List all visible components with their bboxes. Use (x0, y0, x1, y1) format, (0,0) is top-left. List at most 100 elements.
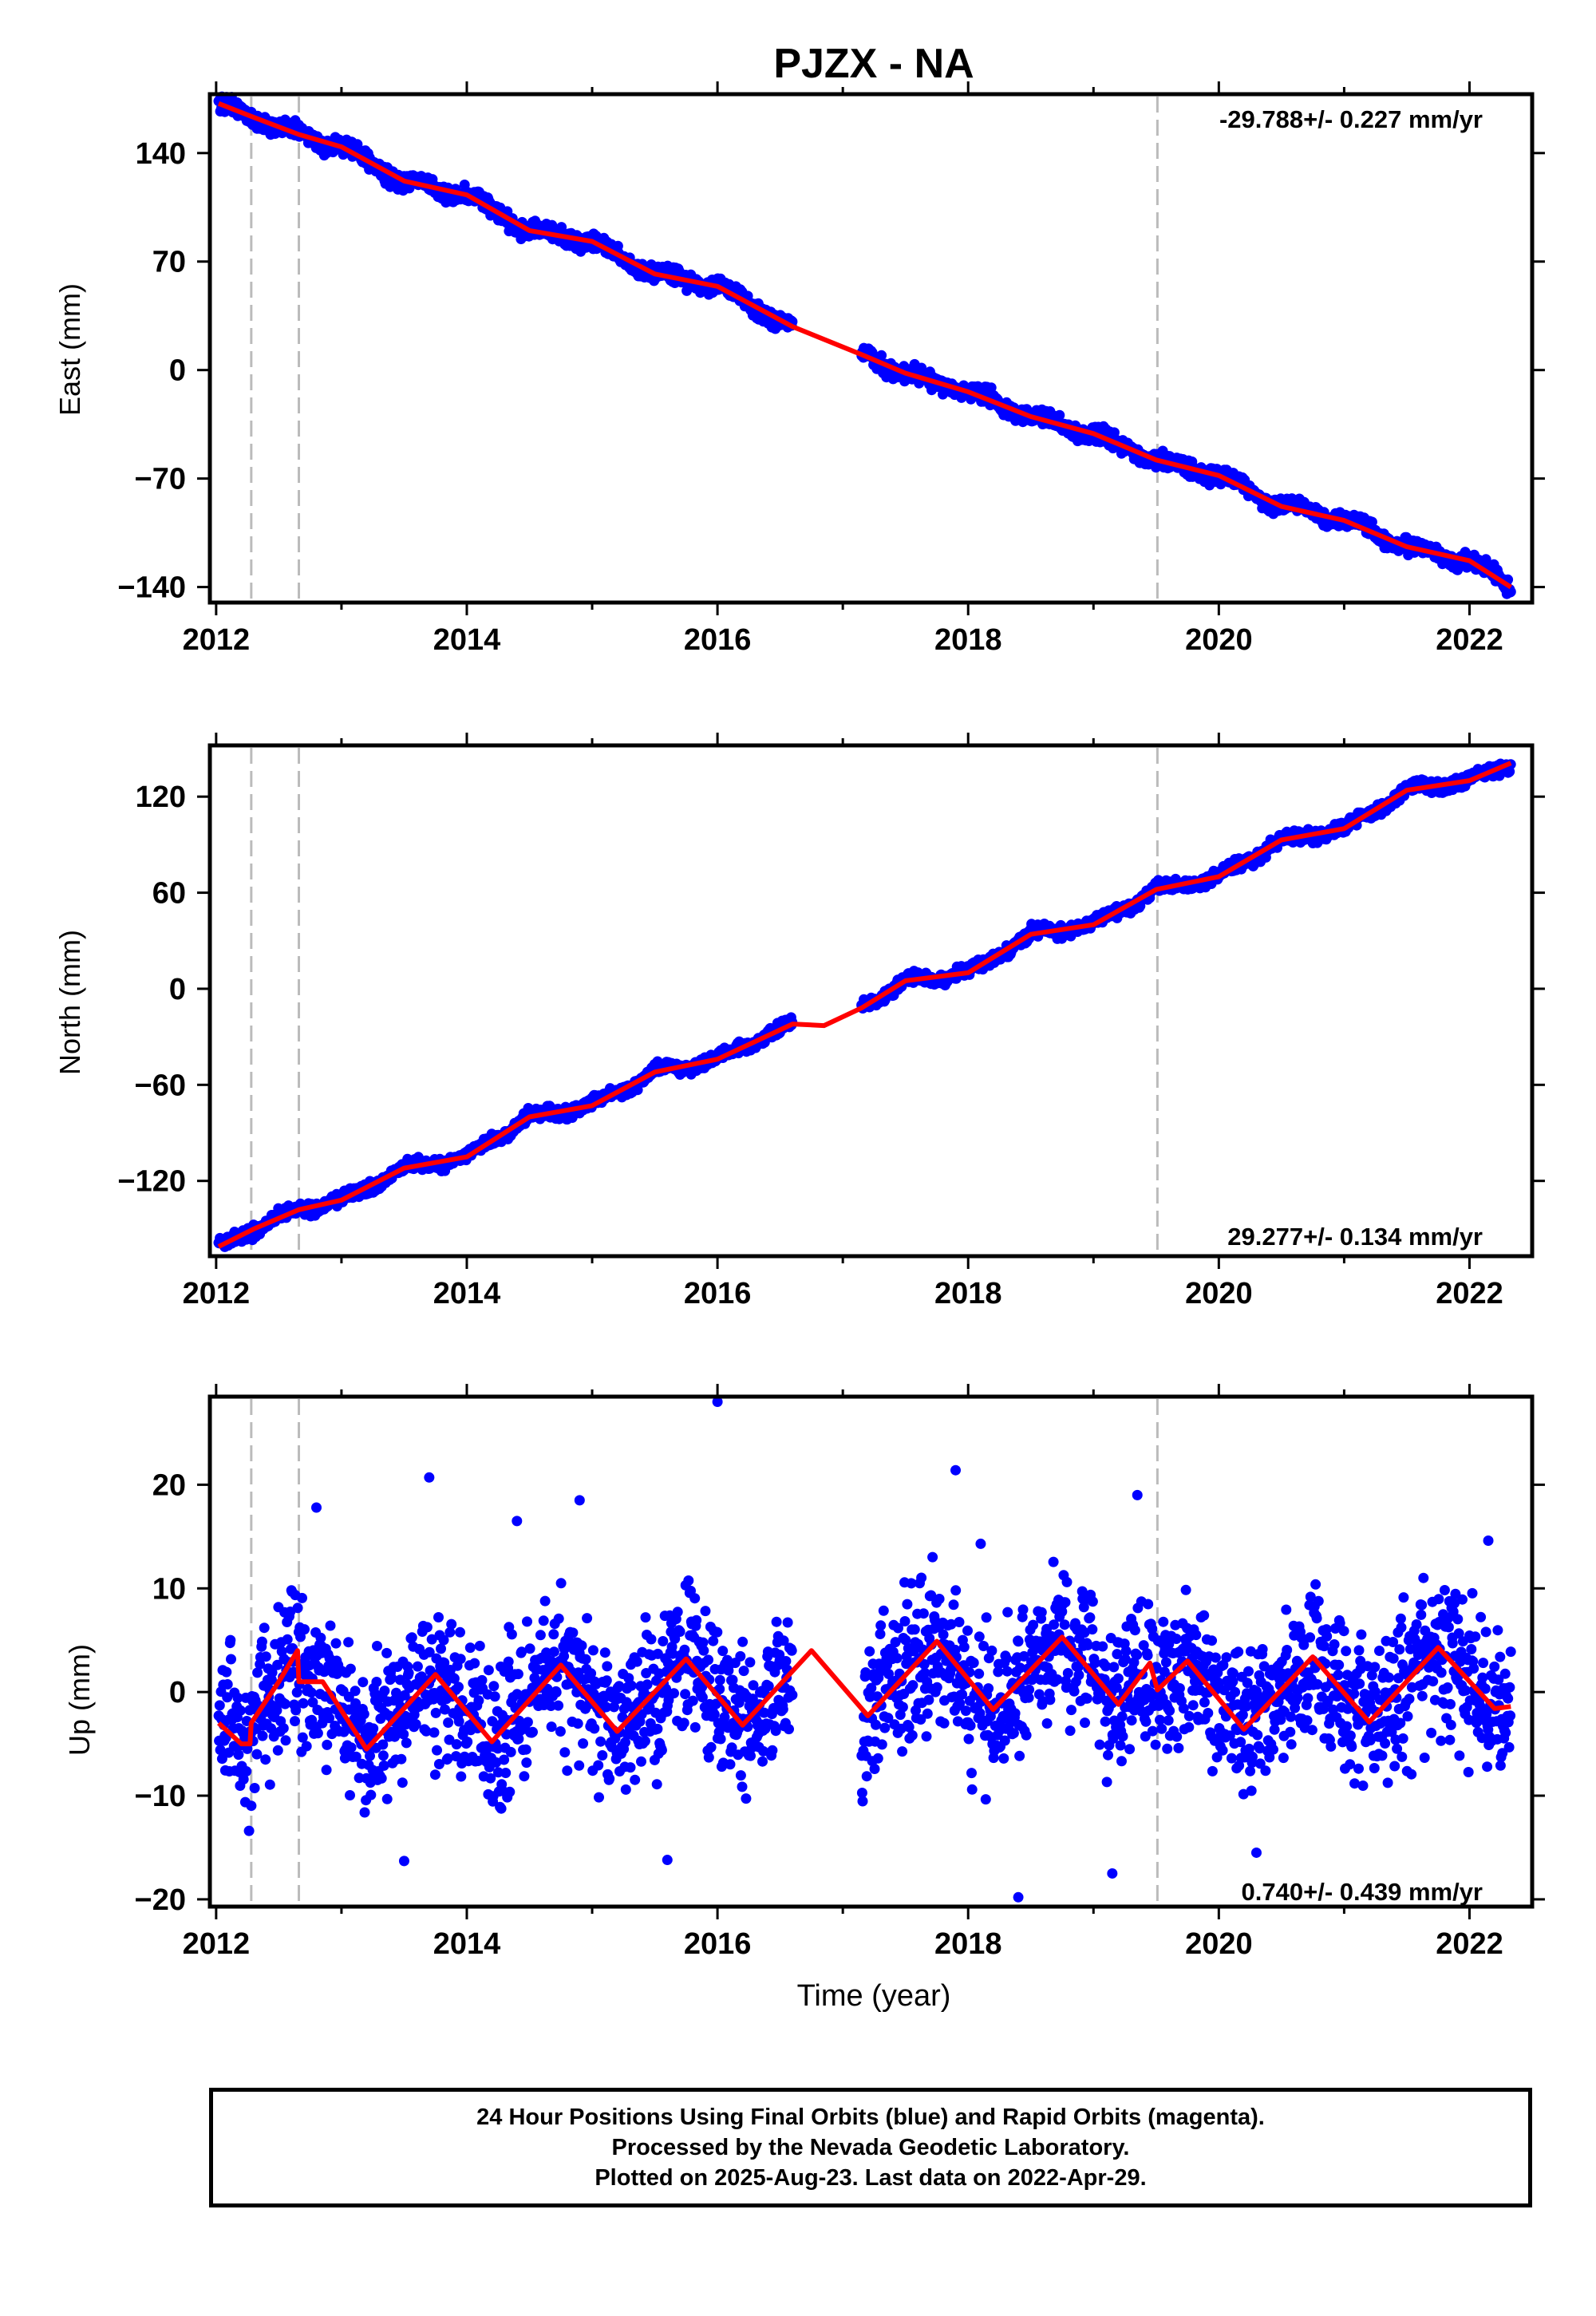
up-point-152 (299, 1624, 310, 1635)
east-frame (207, 92, 1535, 605)
up-point-235 (346, 1742, 357, 1753)
north-rate-label: 29.277+/- 0.134 mm/yr (1227, 1223, 1483, 1251)
up-point-382 (429, 1727, 440, 1738)
up-point-2 (214, 1700, 225, 1711)
up-point-242 (350, 1686, 361, 1697)
up-point-488 (488, 1681, 500, 1692)
up-point-91 (264, 1779, 275, 1790)
east-point-2169 (1505, 587, 1516, 597)
east-model-curve (217, 101, 1512, 590)
up-point-307 (386, 1673, 397, 1684)
up-point-68 (251, 1749, 263, 1760)
up-point-176 (312, 1728, 323, 1739)
up-point-479 (483, 1665, 494, 1676)
up-point-545 (520, 1744, 531, 1755)
east-y-tick-label-4: −140 (117, 571, 186, 605)
east-y-tick-label-1: 70 (152, 246, 186, 279)
up-point-384 (429, 1769, 440, 1780)
up-point-84 (260, 1651, 271, 1662)
up-rate-label: 0.740+/- 0.439 mm/yr (1242, 1878, 1483, 1906)
up-point-289 (376, 1773, 387, 1784)
east-y-tick-label-2: 0 (169, 354, 186, 388)
up-point-140 (292, 1603, 303, 1614)
up-point-299 (381, 1793, 393, 1804)
up-point-385 (430, 1707, 441, 1718)
up-point-413 (446, 1618, 457, 1630)
up-point-270 (365, 1789, 377, 1800)
up-point-164 (306, 1687, 317, 1698)
up-point-429 (455, 1654, 466, 1665)
up-point-14 (221, 1666, 232, 1678)
up-point-343 (406, 1632, 417, 1643)
east-y-tick-label-3: −70 (135, 463, 186, 496)
east-point-1923 (1366, 516, 1377, 528)
east-x-tick-label-2: 2016 (684, 623, 752, 657)
up-point-387 (432, 1745, 442, 1756)
up-point-78 (257, 1730, 268, 1741)
north-x-tick-label-5: 2022 (1436, 1277, 1503, 1310)
north-model-curve (217, 761, 1512, 1249)
up-point-501 (496, 1803, 507, 1814)
north-panel: North (mm) 29.277+/- 0.134 mm/yr 2012 201… (53, 733, 1545, 1310)
up-point-208 (330, 1638, 342, 1649)
east-observations (213, 91, 1516, 599)
up-point-546 (521, 1757, 532, 1769)
up-point-490 (489, 1691, 500, 1702)
east-panel: East (mm) -29.788+/- 0.227 mm/yr 2012 201… (53, 81, 1545, 657)
north-y-tick-label-1: 60 (152, 877, 186, 911)
north-x-tick-label-1: 2014 (433, 1277, 501, 1310)
up-point-542 (519, 1771, 530, 1782)
up-point-81 (259, 1622, 270, 1634)
east-x-tick-label-1: 2014 (433, 623, 501, 657)
east-x-tick-label-0: 2012 (183, 623, 251, 657)
east-x-tick-label-4: 2020 (1185, 623, 1253, 657)
chart-title: PJZX - NA (773, 41, 974, 87)
up-point-191 (321, 1765, 332, 1776)
east-point-1053 (876, 350, 887, 361)
up-point-122 (282, 1634, 293, 1645)
up-point-258 (358, 1709, 369, 1720)
up-point-280 (371, 1677, 382, 1687)
up-point-281 (372, 1641, 382, 1651)
up-point-463 (474, 1640, 485, 1651)
up-point-118 (279, 1698, 290, 1709)
up-point-39 (235, 1705, 246, 1716)
up-point-21 (225, 1634, 236, 1646)
north-y-axis-label: North (mm) (53, 930, 86, 1075)
up-point-234 (345, 1663, 356, 1674)
up-point-105 (272, 1745, 283, 1756)
east-point-1369 (1054, 409, 1065, 421)
up-point-22 (226, 1654, 236, 1665)
east-y-axis-label: East (mm) (53, 283, 86, 416)
north-y-tick-label-3: −60 (135, 1069, 186, 1102)
up-point-230 (343, 1637, 354, 1648)
up-point-156 (301, 1741, 312, 1752)
north-x-tick-label-0: 2012 (183, 1277, 251, 1310)
up-point-150 (298, 1697, 309, 1709)
up-panel: Up (mm) 0.740+/- 0.439 mm/yr 2012 2014 201… (63, 1384, 1545, 1961)
up-point-516 (504, 1786, 516, 1797)
up-point-292 (377, 1750, 389, 1761)
up-point-333 (401, 1737, 412, 1749)
east-x-tick-label-5: 2022 (1436, 623, 1503, 657)
up-point-54 (243, 1825, 255, 1836)
up-point-233 (345, 1790, 355, 1800)
up-point-430 (456, 1771, 467, 1782)
up-point-49 (241, 1766, 252, 1777)
north-y-tick-label-2: 0 (169, 973, 186, 1006)
up-point-192 (322, 1739, 333, 1750)
up-point-407 (443, 1717, 454, 1728)
up-point-337 (403, 1667, 414, 1678)
up-point-454 (469, 1658, 480, 1669)
east-y-tick-label-0: 140 (136, 137, 186, 171)
up-point-390 (433, 1612, 444, 1622)
up-point-518 (505, 1746, 516, 1757)
up-point-298 (381, 1647, 393, 1658)
north-y-tick-label-4: −120 (117, 1165, 186, 1199)
east-point-1248 (986, 382, 997, 393)
up-point-370 (421, 1622, 433, 1633)
up-point-441 (462, 1737, 473, 1747)
up-point-274 (368, 1723, 379, 1734)
up-point-198 (325, 1620, 336, 1631)
north-y-tick-label-0: 120 (136, 781, 186, 814)
